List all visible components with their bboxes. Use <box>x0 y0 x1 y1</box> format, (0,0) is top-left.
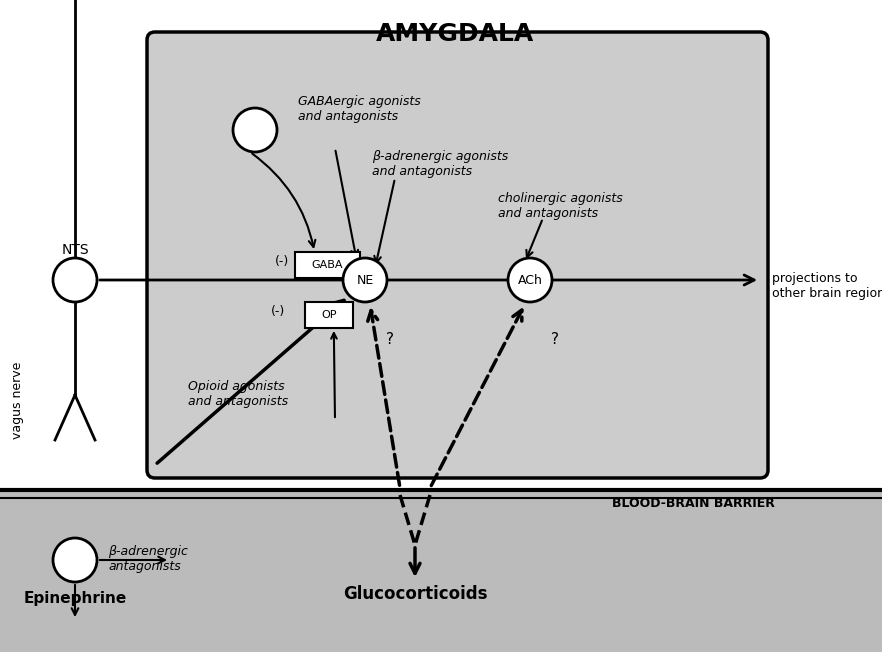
FancyBboxPatch shape <box>147 32 768 478</box>
Text: GABAergic agonists
and antagonists: GABAergic agonists and antagonists <box>298 95 421 123</box>
Circle shape <box>508 258 552 302</box>
Bar <box>305 302 353 328</box>
Text: projections to
other brain regions: projections to other brain regions <box>772 272 882 300</box>
Text: vagus nerve: vagus nerve <box>11 361 25 439</box>
Text: β-adrenergic agonists
and antagonists: β-adrenergic agonists and antagonists <box>372 150 508 178</box>
Circle shape <box>343 258 387 302</box>
Circle shape <box>53 258 97 302</box>
Circle shape <box>233 108 277 152</box>
Text: BLOOD-BRAIN BARRIER: BLOOD-BRAIN BARRIER <box>612 497 775 510</box>
Text: NE: NE <box>356 273 374 286</box>
Text: OP: OP <box>321 310 337 320</box>
Bar <box>295 252 360 278</box>
Text: AMYGDALA: AMYGDALA <box>376 22 534 46</box>
Text: Epinephrine: Epinephrine <box>24 591 127 606</box>
Bar <box>0 0 882 490</box>
Text: ?: ? <box>386 333 394 348</box>
Text: GABA: GABA <box>311 260 343 270</box>
Text: (-): (-) <box>271 306 285 318</box>
Text: Glucocorticoids: Glucocorticoids <box>343 585 487 603</box>
Text: cholinergic agonists
and antagonists: cholinergic agonists and antagonists <box>498 192 623 220</box>
Text: ?: ? <box>551 333 559 348</box>
Bar <box>0 490 882 652</box>
Circle shape <box>53 538 97 582</box>
Text: (-): (-) <box>275 256 289 269</box>
Text: NTS: NTS <box>61 243 89 257</box>
Text: ACh: ACh <box>518 273 542 286</box>
Text: Opioid agonists
and antagonists: Opioid agonists and antagonists <box>188 380 288 408</box>
Text: β-adrenergic
antagonists: β-adrenergic antagonists <box>108 545 188 573</box>
